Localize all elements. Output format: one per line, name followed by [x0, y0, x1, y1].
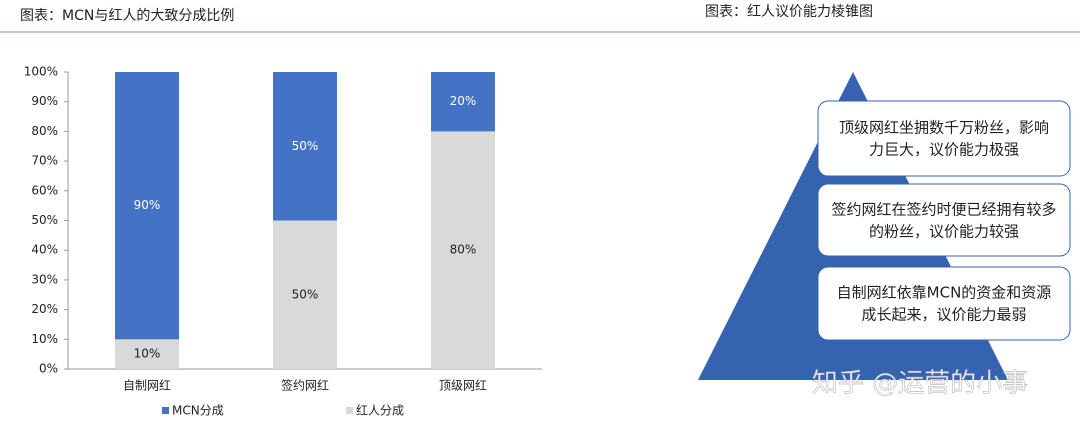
y-tick-label: 30%: [31, 272, 58, 286]
y-tick-label: 70%: [31, 154, 58, 168]
x-tick-label: 签约网红: [281, 378, 329, 393]
value-label: 10%: [134, 347, 161, 361]
bar-segment: [115, 72, 179, 340]
level-box: [817, 100, 1071, 177]
value-label: 50%: [292, 139, 319, 153]
y-tick-label: 10%: [31, 332, 58, 346]
y-tick-label: 90%: [31, 94, 58, 108]
y-tick-label: 40%: [31, 243, 58, 257]
y-tick-label: 50%: [31, 213, 58, 227]
y-tick-label: 60%: [31, 183, 58, 197]
level-text: 自制网红依靠MCN的资金和资源: [837, 284, 1052, 302]
x-tick-label: 顶级网红: [439, 378, 487, 393]
legend-label: 红人分成: [356, 403, 404, 418]
watermark: 知乎 @运营的小事: [812, 369, 1028, 399]
value-label: 90%: [134, 198, 161, 212]
bar-segment: [115, 339, 179, 369]
chart-title: 图表：MCN与红人的大致分成比例: [20, 8, 234, 24]
legend-label: MCN分成: [172, 404, 224, 418]
level-text: 签约网红在签约时便已经拥有较多: [831, 201, 1056, 219]
bar-segment: [273, 72, 337, 221]
legend-swatch: [162, 407, 169, 414]
level-box: [817, 183, 1071, 257]
diagram-title: 图表：红人议价能力棱锥图: [705, 4, 873, 20]
level-text: 的粉丝，议价能力较强: [869, 223, 1019, 241]
x-tick-label: 自制网红: [123, 378, 171, 393]
value-label: 50%: [292, 287, 319, 301]
value-label: 80%: [450, 243, 477, 257]
level-box: [817, 266, 1071, 341]
y-tick-label: 20%: [31, 302, 58, 316]
level-text: 力巨大，议价能力极强: [869, 141, 1019, 159]
legend-swatch: [346, 407, 353, 414]
bar-segment: [273, 220, 337, 369]
bar-segment: [431, 131, 495, 369]
y-tick-label: 100%: [24, 65, 58, 79]
value-label: 20%: [450, 94, 477, 108]
bar-segment: [431, 72, 495, 132]
level-text: 成长起来，议价能力最弱: [861, 306, 1026, 324]
level-text: 顶级网红坐拥数千万粉丝，影响: [839, 119, 1049, 137]
y-tick-label: 80%: [31, 124, 58, 138]
y-tick-label: 0%: [39, 362, 58, 376]
